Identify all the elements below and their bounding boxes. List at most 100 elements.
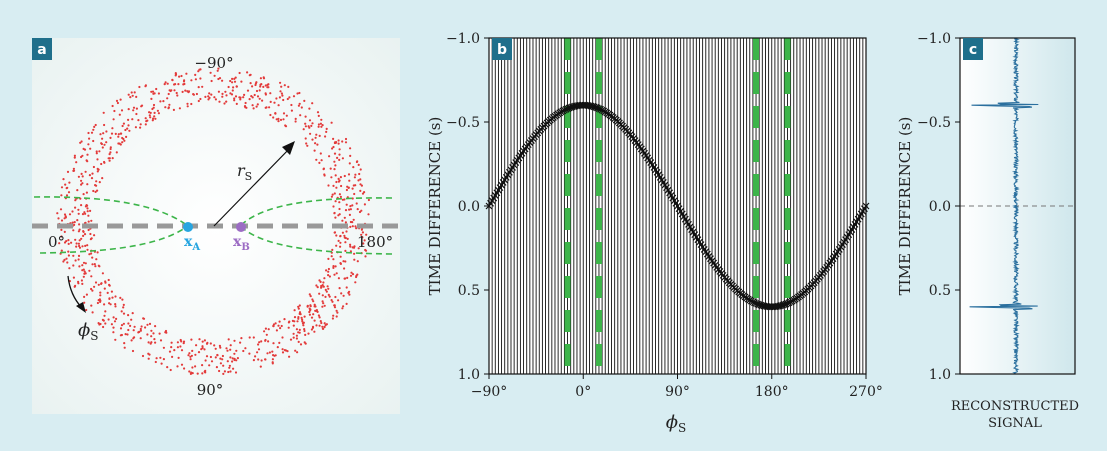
source-dot xyxy=(337,299,340,302)
source-dot xyxy=(125,135,128,138)
source-dot xyxy=(281,348,284,351)
source-dot xyxy=(348,213,351,216)
source-dot xyxy=(97,299,100,302)
source-dot xyxy=(209,342,212,345)
source-dot xyxy=(159,339,163,342)
source-dot xyxy=(357,163,360,166)
source-dot xyxy=(56,212,59,215)
source-dot xyxy=(152,106,155,109)
source-dot xyxy=(277,324,280,327)
source-dot xyxy=(180,363,184,366)
source-dot xyxy=(347,186,350,189)
source-dot xyxy=(168,350,172,353)
source-dot xyxy=(78,246,82,249)
source-dot xyxy=(214,356,217,359)
source-dot xyxy=(344,241,347,244)
x-tick-label: 0° xyxy=(575,384,591,400)
source-dot xyxy=(86,248,89,251)
source-dot xyxy=(318,324,321,327)
source-dot xyxy=(101,146,104,149)
source-dot xyxy=(135,95,138,98)
source-dot xyxy=(338,148,341,151)
panel-c-axes: −1.0 −0.5 0.0 0.5 1.0 xyxy=(917,31,960,383)
source-dot xyxy=(114,303,117,306)
source-dot xyxy=(333,168,336,171)
source-dot xyxy=(208,364,211,367)
source-dot xyxy=(95,150,98,153)
source-dot xyxy=(81,245,84,248)
source-dot xyxy=(313,303,316,306)
source-dot xyxy=(333,273,336,276)
source-dot xyxy=(194,353,197,356)
source-dot xyxy=(91,172,94,175)
source-dot xyxy=(348,179,351,182)
source-dot xyxy=(82,193,85,196)
angle-right-label: 180° xyxy=(357,233,393,251)
source-dot xyxy=(141,354,145,358)
angle-top-label: −90° xyxy=(194,54,233,72)
stationary-phase-lines xyxy=(564,38,791,374)
source-dot xyxy=(186,90,189,93)
source-dot xyxy=(262,76,265,79)
source-dot xyxy=(91,256,94,259)
source-dot xyxy=(103,143,106,146)
source-dot xyxy=(152,117,155,120)
source-dot xyxy=(74,206,77,209)
source-dot xyxy=(351,204,354,207)
source-dot xyxy=(185,72,188,75)
source-dot xyxy=(86,183,89,186)
source-dot xyxy=(99,291,102,294)
source-dot xyxy=(166,82,169,85)
source-dot xyxy=(323,304,326,307)
source-dot xyxy=(263,330,266,333)
source-dot xyxy=(260,340,263,343)
source-dot xyxy=(117,133,120,136)
source-dot xyxy=(239,341,242,344)
source-dot xyxy=(282,112,286,115)
source-dot xyxy=(297,307,300,310)
source-dot xyxy=(90,131,94,134)
source-dot xyxy=(88,137,91,140)
source-dot xyxy=(233,99,236,102)
source-dot xyxy=(94,190,97,193)
source-dot xyxy=(90,275,93,278)
source-dot xyxy=(311,138,314,141)
source-dot xyxy=(328,275,331,278)
source-dot xyxy=(340,184,343,188)
source-dot xyxy=(266,352,269,355)
source-dot xyxy=(334,141,337,144)
radius-arrow xyxy=(213,145,293,227)
source-dot xyxy=(342,305,345,308)
source-dot xyxy=(57,217,60,220)
panel-c-ylabel: TIME DIFFERENCE (s) xyxy=(896,117,914,296)
source-dot xyxy=(152,332,155,335)
source-dot xyxy=(342,294,345,297)
source-dot xyxy=(97,264,100,267)
source-dot xyxy=(327,257,330,260)
source-dot xyxy=(356,208,359,211)
source-dot xyxy=(341,140,344,143)
source-dot xyxy=(137,119,140,122)
source-dot xyxy=(345,188,348,192)
source-dot xyxy=(153,338,156,341)
source-dot xyxy=(314,142,317,145)
source-dot xyxy=(130,339,133,342)
source-dot xyxy=(339,255,342,258)
source-dot xyxy=(217,67,220,70)
source-dot xyxy=(85,191,88,194)
source-dot xyxy=(331,147,334,150)
source-dot xyxy=(71,221,74,224)
source-dot xyxy=(94,184,97,187)
source-dot xyxy=(204,95,207,98)
source-dot xyxy=(292,336,295,339)
source-dot xyxy=(307,332,310,335)
source-dot xyxy=(60,194,63,197)
source-dot xyxy=(201,345,204,348)
source-dot xyxy=(331,248,334,251)
source-dot xyxy=(272,116,275,119)
source-dot xyxy=(77,230,80,233)
source-dot xyxy=(304,333,307,336)
source-dot xyxy=(271,350,274,353)
panel-b-axes: −90° 0° 90° 180° 270° −1.0 −0.5 0.0 0.5 1.0 xyxy=(446,31,883,400)
y-tick-label: 1.0 xyxy=(458,367,480,383)
